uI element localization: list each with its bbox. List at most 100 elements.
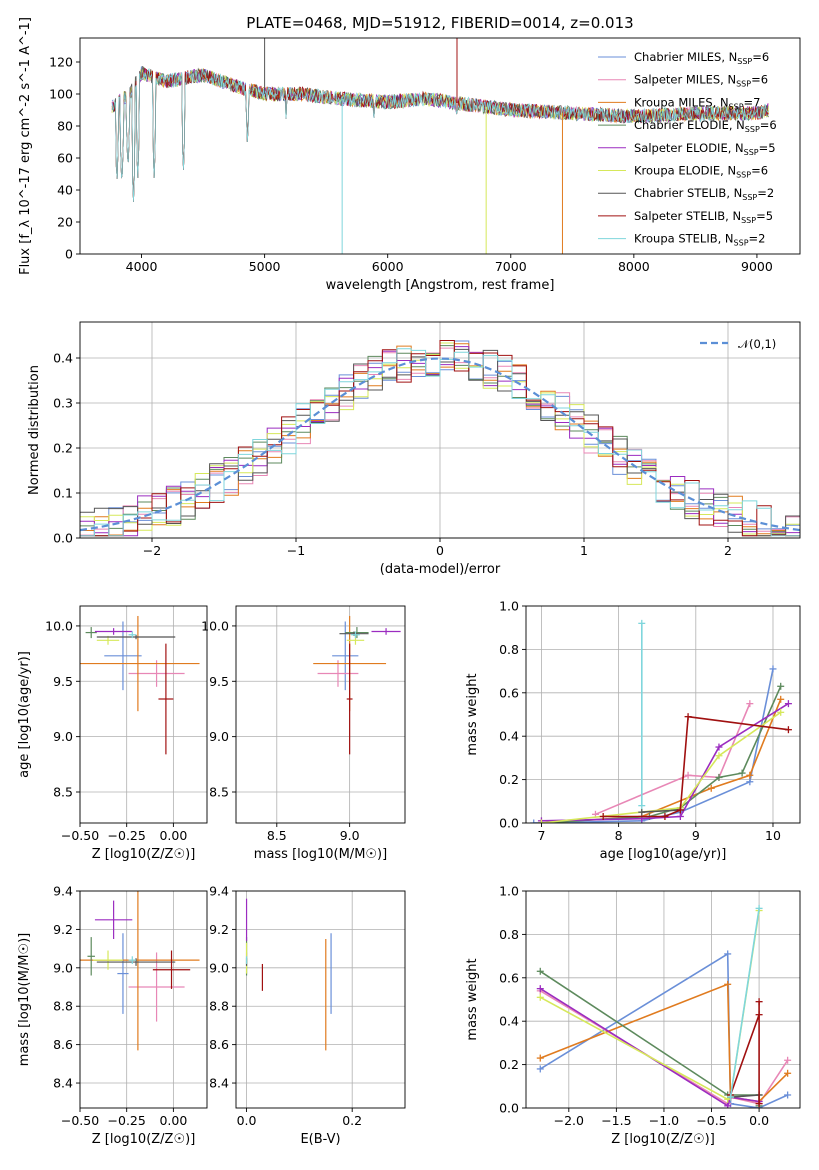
x-tick-label: 0.2 <box>342 1113 362 1128</box>
axes-frame <box>235 605 406 824</box>
y-tick-label: 0.4 <box>53 351 73 366</box>
legend-entry-6: Chabrier STELIB, NSSP=2 <box>634 186 774 202</box>
series-marker <box>746 700 754 708</box>
errorbar-point-4 <box>94 628 133 635</box>
x-tick-label: 6000 <box>372 259 404 274</box>
x-tick-label: −1.0 <box>649 1113 679 1128</box>
x-tick-label: 0.00 <box>159 828 187 843</box>
legend-subscript: SSP <box>744 148 759 157</box>
plot-area <box>245 898 332 1051</box>
y-tick-label: 0.4 <box>499 1014 519 1029</box>
y-tick-label: 0.1 <box>53 486 73 501</box>
y-tick-label: 0.6 <box>499 970 519 985</box>
y-tick-label: 0.8 <box>499 642 519 657</box>
series-marker <box>724 1102 732 1108</box>
series-marker <box>676 806 684 814</box>
series-marker <box>638 808 646 816</box>
errorbar-point-8 <box>128 631 137 639</box>
errorbar-point-7 <box>346 643 353 755</box>
series-marker <box>724 980 732 988</box>
x-axis-label: age [log10(age/yr)] <box>600 847 727 862</box>
plot-area <box>80 891 200 1051</box>
y-axis-label: mass [log10(M/M☉)] <box>17 933 32 1066</box>
series-marker <box>784 726 792 734</box>
series-line-6 <box>641 809 681 813</box>
x-tick-label: −0.50 <box>61 1113 99 1128</box>
series-marker <box>777 695 785 703</box>
axes-frame <box>235 890 406 1109</box>
y-axis-label: age [log10(age/yr)] <box>17 651 32 778</box>
y-tick-label: 0.8 <box>499 927 519 942</box>
x-tick-label: 9.0 <box>340 828 360 843</box>
panel-weight_vs_Z: −2.0 −1.5 −1.0 −0.5 0.0 0.0 0.2 0.4 0.6 0.8 1.0 Z [… <box>465 884 801 1147</box>
series-marker <box>599 812 607 820</box>
errorbar-point-4 <box>371 628 401 635</box>
spectrum-line-3 <box>111 67 769 203</box>
spectrum-line-4 <box>111 67 769 203</box>
panel-weight_vs_age: 7 8 9 10 0.0 0.2 0.4 0.6 0.8 1.0 age [log10(age/yr… <box>465 599 801 862</box>
y-tick-label: 8.6 <box>53 1037 73 1052</box>
series-marker <box>537 819 545 823</box>
legend-subscript: SSP <box>737 57 752 66</box>
y-tick-label: 100 <box>49 87 73 102</box>
y-tick-label: 10.0 <box>45 618 73 633</box>
x-tick-label: 8 <box>615 828 623 843</box>
series-marker <box>777 682 785 690</box>
x-tick-label: −0.5 <box>696 1113 726 1128</box>
y-tick-label: 1.0 <box>499 599 519 614</box>
x-tick-label: 8.5 <box>267 828 287 843</box>
series-marker <box>784 1069 792 1077</box>
plot-area <box>536 904 792 1108</box>
legend-entry-3: Chabrier ELODIE, NSSP=6 <box>634 118 777 134</box>
y-tick-label: 0.2 <box>499 772 519 787</box>
plot-area <box>80 615 200 755</box>
series-line-3 <box>541 685 782 823</box>
x-tick-label: −1 <box>287 543 305 558</box>
spectrum-line-0 <box>111 66 769 203</box>
plot-area <box>111 38 769 254</box>
y-tick-label: 8.8 <box>53 999 73 1014</box>
series-marker <box>715 773 723 781</box>
y-tick-label: 9.0 <box>209 960 229 975</box>
panels: 4000 5000 6000 7000 8000 9000020406080100120w… <box>17 17 801 1147</box>
errorbar-point-1 <box>317 660 359 687</box>
series-line-2 <box>541 698 782 823</box>
y-tick-label: 9.5 <box>209 674 229 689</box>
panel-age_vs_mass: 8.5 9.0 8.5 9.0 9.5 10.0 mass [log10(M/M☉)] <box>201 605 406 862</box>
series-line-5 <box>539 910 760 1101</box>
series-marker <box>536 985 544 993</box>
spectrum-line-1 <box>111 68 769 203</box>
y-axis-label: Normed distribution <box>27 365 42 495</box>
errorbar-point-0 <box>104 621 142 691</box>
y-tick-label: 9.4 <box>53 884 73 899</box>
x-axis-label: (data-model)/error <box>380 562 501 577</box>
series-line-6 <box>730 1094 760 1098</box>
legend-entry-gaussian: 𝒩(0,1) <box>738 337 776 351</box>
series-marker <box>638 802 646 810</box>
plot-area <box>530 619 792 823</box>
errorbar-point-7 <box>152 950 191 989</box>
y-tick-label: 8.5 <box>53 785 73 800</box>
axes-frame <box>525 605 801 824</box>
panel-residuals: −2 −1 0 1 2 0.0 0.1 0.2 0.3 0.4 (data-model)/error… <box>27 321 801 577</box>
series-marker <box>746 778 754 786</box>
legend-entry-7: Salpeter STELIB, NSSP=5 <box>634 209 773 225</box>
x-tick-label: 4000 <box>126 259 158 274</box>
errorbar-point-0 <box>117 933 129 1014</box>
spectrum-line-8 <box>111 67 769 203</box>
y-tick-label: 9.4 <box>209 884 229 899</box>
legend-subscript: SSP <box>742 193 757 202</box>
legend-subscript: SSP <box>745 125 760 134</box>
series-marker <box>738 769 746 777</box>
series-marker <box>724 950 732 958</box>
y-tick-label: 9.2 <box>53 922 73 937</box>
legend-nssp: =5 <box>759 141 776 155</box>
series-marker <box>769 665 777 673</box>
errorbar-point-6 <box>96 634 176 640</box>
y-tick-label: 9.0 <box>53 729 73 744</box>
y-axis-label: Flux [f_λ 10^-17 erg cm^-2 s^-1 A^-1] <box>18 17 33 275</box>
x-tick-label: 1 <box>580 543 588 558</box>
series-marker <box>755 904 763 912</box>
legend-nssp: =6 <box>751 73 768 87</box>
series-marker <box>536 1065 544 1073</box>
